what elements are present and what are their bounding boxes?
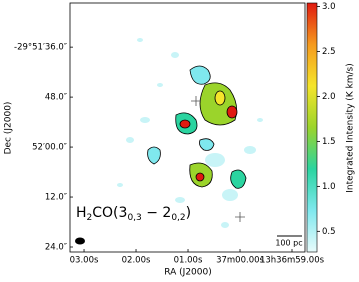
y-tick-label: 52′00.0″ <box>32 143 67 153</box>
colorbar-tick-label: 2.0 <box>322 92 336 102</box>
annotation-part: 0,3 <box>127 213 141 223</box>
annotation-part: − 2 <box>142 205 172 221</box>
y-tick-label: -29°51′36.0″ <box>14 43 67 53</box>
colorbar-tick-label: 3.0 <box>322 2 336 12</box>
annotation-part: ) <box>186 205 191 221</box>
annotation: H2CO(30,3 − 20,2) <box>76 205 191 223</box>
plot-frame <box>69 2 306 253</box>
colorbar-label: Integrated Intensity (K km/s) <box>346 63 356 193</box>
annotation-part: 0,2 <box>171 213 185 223</box>
x-tick-label: 13h36m59.00s <box>260 256 325 266</box>
x-tick-label: 03.00s <box>70 256 99 266</box>
colorbar <box>306 2 318 253</box>
scalebar-label: 100 pc <box>275 239 302 248</box>
emission-map: 100 pc H2CO(30,3 − 20,2) <box>69 2 306 253</box>
annotation-part: CO(3 <box>92 205 127 221</box>
colorbar-tick-label: 0.5 <box>322 227 336 237</box>
beam <box>75 237 85 245</box>
x-tick-label: 37m00.00s <box>216 256 264 266</box>
contours <box>147 65 247 189</box>
markers <box>191 96 245 222</box>
y-tick-label: 24.0″ <box>45 243 67 253</box>
annotation-part: 2 <box>87 213 93 223</box>
x-tick-label: 02.00s <box>122 256 151 266</box>
y-tick-label: 48.0″ <box>45 93 67 103</box>
colorbar-tick-label: 1.0 <box>322 182 336 192</box>
x-tick-label: 01.00s <box>174 256 203 266</box>
y-axis-label: Dec (J2000) <box>4 102 14 155</box>
x-axis-label: RA (J2000) <box>164 268 212 278</box>
colorbar-tick-label: 2.5 <box>322 47 336 57</box>
faint-emission <box>117 38 263 228</box>
y-tick-label: 12.0″ <box>45 193 67 203</box>
colorbar-tick-label: 1.5 <box>322 137 336 147</box>
annotation-part: H <box>76 205 87 221</box>
